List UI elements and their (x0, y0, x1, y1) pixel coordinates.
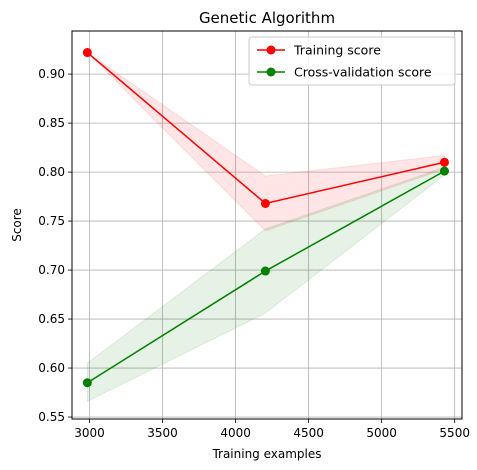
data-point (82, 48, 92, 58)
x-tick-label: 5500 (439, 426, 470, 440)
y-tick-label: 0.70 (38, 263, 65, 277)
legend-marker-0 (266, 45, 276, 55)
series-points (82, 48, 449, 388)
x-tick-label: 4500 (293, 426, 324, 440)
x-tick-label: 3000 (74, 426, 105, 440)
legend: Training score Cross-validation score (248, 36, 456, 86)
y-tick-label: 0.90 (38, 67, 65, 81)
y-tick-label: 0.55 (38, 410, 65, 424)
data-point (260, 198, 270, 208)
plot-frame (71, 30, 463, 420)
y-tick-label: 0.85 (38, 116, 65, 130)
x-ticks: 3000 3500 4000 4500 5000 5500 (74, 419, 470, 440)
legend-marker-1 (266, 67, 276, 77)
x-axis-label: Training examples (211, 447, 321, 461)
y-tick-label: 0.80 (38, 165, 65, 179)
legend-label-0: Training score (293, 43, 381, 58)
y-tick-label: 0.60 (38, 361, 65, 375)
data-point (439, 166, 449, 176)
x-tick-label: 4000 (220, 426, 251, 440)
legend-label-1: Cross-validation score (294, 65, 432, 80)
data-point (82, 378, 92, 388)
chart-title: Genetic Algorithm (199, 9, 335, 27)
y-tick-label: 0.75 (38, 214, 65, 228)
x-tick-label: 5000 (366, 426, 397, 440)
y-tick-label: 0.65 (38, 312, 65, 326)
y-ticks: 0.55 0.60 0.65 0.70 0.75 0.80 0.85 0.90 (38, 67, 72, 424)
data-point (439, 157, 449, 167)
x-tick-label: 3500 (147, 426, 178, 440)
legend-box (248, 36, 456, 86)
data-point (260, 266, 270, 276)
y-axis-label: Score (10, 208, 24, 242)
